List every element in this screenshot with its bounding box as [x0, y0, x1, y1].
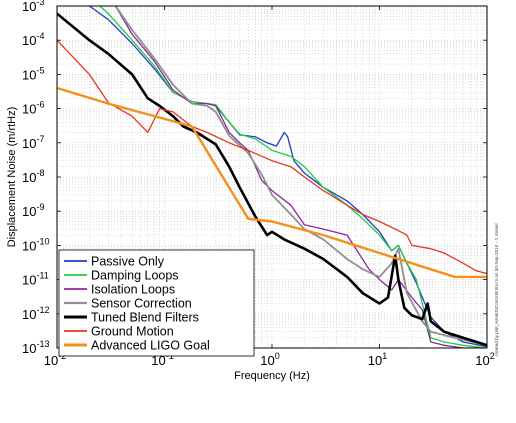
- series-line-sensor-correction: [114, 6, 487, 347]
- legend-label: Sensor Correction: [91, 297, 192, 311]
- legend-label: Ground Motion: [91, 325, 174, 339]
- legend-label: Advanced LIGO Goal: [91, 339, 210, 353]
- series-line-damping-loops: [99, 6, 487, 348]
- legend-label: Passive Only: [91, 255, 165, 269]
- x-axis-label: Frequency (Hz): [234, 370, 310, 382]
- series-lines: [57, 6, 487, 348]
- series-line-advanced-ligo-goal: [57, 86, 487, 279]
- series-line-ground-motion: [57, 39, 487, 275]
- legend-box: [58, 249, 255, 357]
- credit-text: created by plot_HAMISIControlIntro.m on …: [494, 223, 499, 356]
- y-axis-label: Displacement Noise (m/rtHz): [6, 107, 18, 248]
- legend-label: Damping Loops: [91, 269, 179, 283]
- legend-label: Tuned Blend Filters: [91, 311, 199, 325]
- series-line-tuned-blend-filters: [57, 12, 487, 347]
- legend-label: Isolation Loops: [91, 283, 175, 297]
